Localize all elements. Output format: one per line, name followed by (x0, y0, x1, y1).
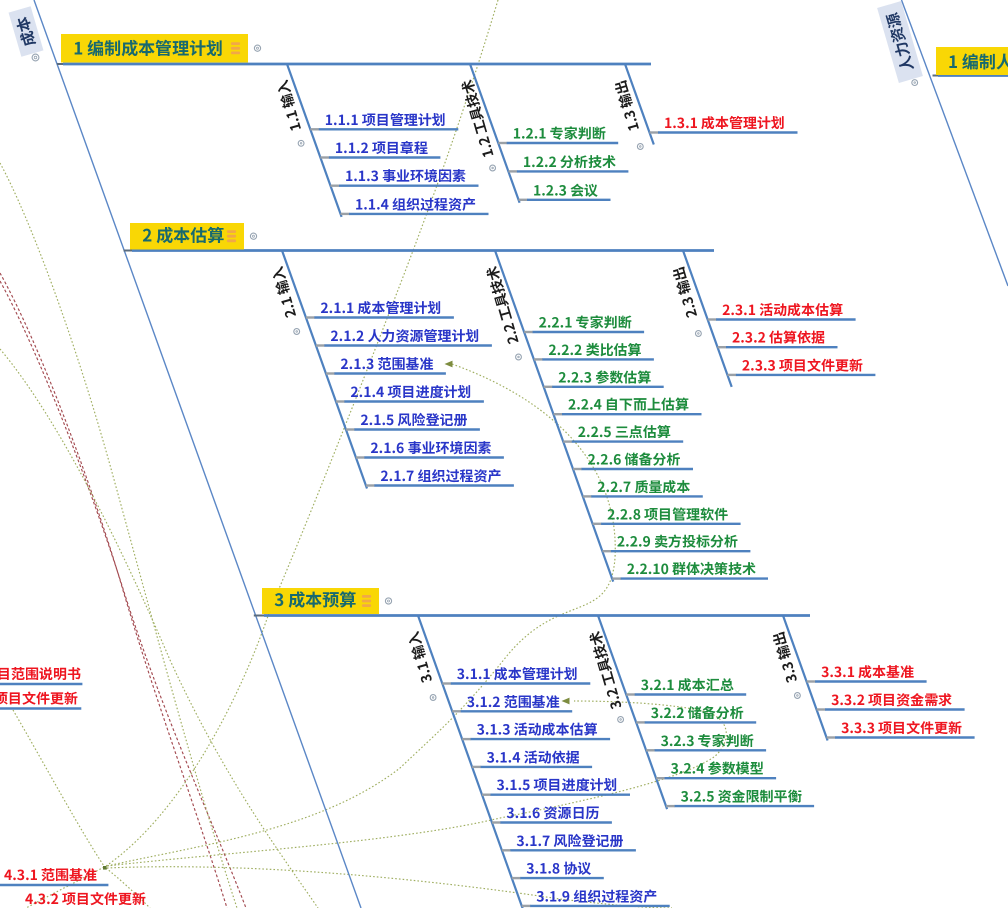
svg-text:3.1.4 活动依据: 3.1.4 活动依据 (487, 747, 580, 767)
svg-text:1.2.1 专家判断: 1.2.1 专家判断 (513, 124, 606, 144)
svg-text:2 成本估算: 2 成本估算 (142, 222, 224, 247)
svg-text:2.1.6 事业环境因素: 2.1.6 事业环境因素 (370, 438, 491, 458)
svg-text:3.2 工具技术: 3.2 工具技术 (585, 629, 627, 712)
svg-text:3.1.1 成本管理计划: 3.1.1 成本管理计划 (457, 664, 578, 684)
svg-text:3.2.4 参数模型: 3.2.4 参数模型 (671, 759, 764, 779)
svg-text:3.1.8 协议: 3.1.8 协议 (526, 859, 591, 879)
svg-text:1.2 工具技术: 1.2 工具技术 (457, 77, 499, 160)
svg-text:3.1.2 范围基准: 3.1.2 范围基准 (467, 692, 560, 712)
svg-text:1.2.2 分析技术: 1.2.2 分析技术 (523, 152, 616, 172)
svg-text:2.2.6 储备分析: 2.2.6 储备分析 (588, 450, 681, 470)
svg-text:3.3.3 项目文件更新: 3.3.3 项目文件更新 (841, 718, 962, 738)
svg-text:2.2.1 专家判断: 2.2.1 专家判断 (539, 313, 632, 333)
svg-text:3.1.6 资源日历: 3.1.6 资源日历 (506, 803, 599, 823)
svg-text:1.1.4 组织过程资产: 1.1.4 组织过程资产 (355, 194, 476, 214)
svg-text:2.2.2 类比估算: 2.2.2 类比估算 (548, 340, 641, 360)
svg-text:1.1.1 项目管理计划: 1.1.1 项目管理计划 (325, 110, 446, 130)
svg-text:2.2.10 群体决策技术: 2.2.10 群体决策技术 (627, 559, 756, 579)
svg-text:项目文件更新: 项目文件更新 (0, 689, 78, 709)
svg-text:3.2.3 专家判断: 3.2.3 专家判断 (661, 731, 754, 751)
svg-text:1.1.2 项目章程: 1.1.2 项目章程 (335, 138, 428, 158)
svg-text:2.2.7 质量成本: 2.2.7 质量成本 (597, 477, 690, 497)
svg-text:3.2.1 成本汇总: 3.2.1 成本汇总 (641, 675, 734, 695)
svg-text:3.3.2 项目资金需求: 3.3.2 项目资金需求 (831, 690, 952, 710)
svg-text:1 编制人力资源管理计划: 1 编制人力资源管理计划 (948, 48, 1008, 73)
svg-text:1.3.1 成本管理计划: 1.3.1 成本管理计划 (664, 113, 785, 133)
svg-text:3.3.1 成本基准: 3.3.1 成本基准 (821, 662, 914, 682)
svg-text:2.2.5 三点估算: 2.2.5 三点估算 (578, 422, 671, 442)
svg-text:2.1.5 风险登记册: 2.1.5 风险登记册 (360, 410, 468, 430)
svg-text:1 编制成本管理计划: 1 编制成本管理计划 (73, 35, 223, 60)
svg-text:2.2 工具技术: 2.2 工具技术 (482, 264, 524, 347)
svg-text:2.3.2 估算依据: 2.3.2 估算依据 (732, 328, 825, 348)
svg-text:3.2.2 储备分析: 3.2.2 储备分析 (651, 703, 744, 723)
svg-text:2.1.4 项目进度计划: 2.1.4 项目进度计划 (350, 382, 471, 402)
svg-text:2.2.3 参数估算: 2.2.3 参数估算 (558, 367, 651, 387)
svg-text:3.1.9 组织过程资产: 3.1.9 组织过程资产 (536, 886, 657, 906)
svg-text:1.2.3 会议: 1.2.3 会议 (533, 180, 598, 200)
svg-text:2.1.1 成本管理计划: 2.1.1 成本管理计划 (320, 298, 441, 318)
svg-text:3.1.7 风险登记册: 3.1.7 风险登记册 (516, 831, 624, 851)
svg-text:2.1.2 人力资源管理计划: 2.1.2 人力资源管理计划 (330, 326, 479, 346)
svg-text:2.2.8 项目管理软件: 2.2.8 项目管理软件 (607, 504, 728, 524)
svg-text:2.2.4 自下而上估算: 2.2.4 自下而上估算 (568, 395, 689, 415)
svg-text:1.1.3 事业环境因素: 1.1.3 事业环境因素 (345, 166, 466, 186)
svg-text:3.1.5 项目进度计划: 3.1.5 项目进度计划 (497, 775, 618, 795)
svg-text:2.1.7 组织过程资产: 2.1.7 组织过程资产 (380, 466, 501, 486)
svg-text:成本: 成本 (12, 14, 41, 49)
svg-text:4.3.2 项目文件更新: 4.3.2 项目文件更新 (25, 889, 146, 908)
svg-text:2.3.1 活动成本估算: 2.3.1 活动成本估算 (722, 300, 843, 320)
svg-text:2.1.3 范围基准: 2.1.3 范围基准 (340, 354, 433, 374)
svg-text:4.3.1 范围基准: 4.3.1 范围基准 (4, 865, 97, 885)
svg-text:3.1.3 活动成本估算: 3.1.3 活动成本估算 (477, 720, 598, 740)
svg-text:3.2.5 资金限制平衡: 3.2.5 资金限制平衡 (681, 787, 802, 807)
svg-text:2.2.9 卖方投标分析: 2.2.9 卖方投标分析 (617, 532, 738, 552)
svg-text:3 成本预算: 3 成本预算 (274, 586, 356, 611)
svg-text:项目范围说明书: 项目范围说明书 (0, 664, 81, 684)
svg-text:2.3.3 项目文件更新: 2.3.3 项目文件更新 (742, 355, 863, 375)
